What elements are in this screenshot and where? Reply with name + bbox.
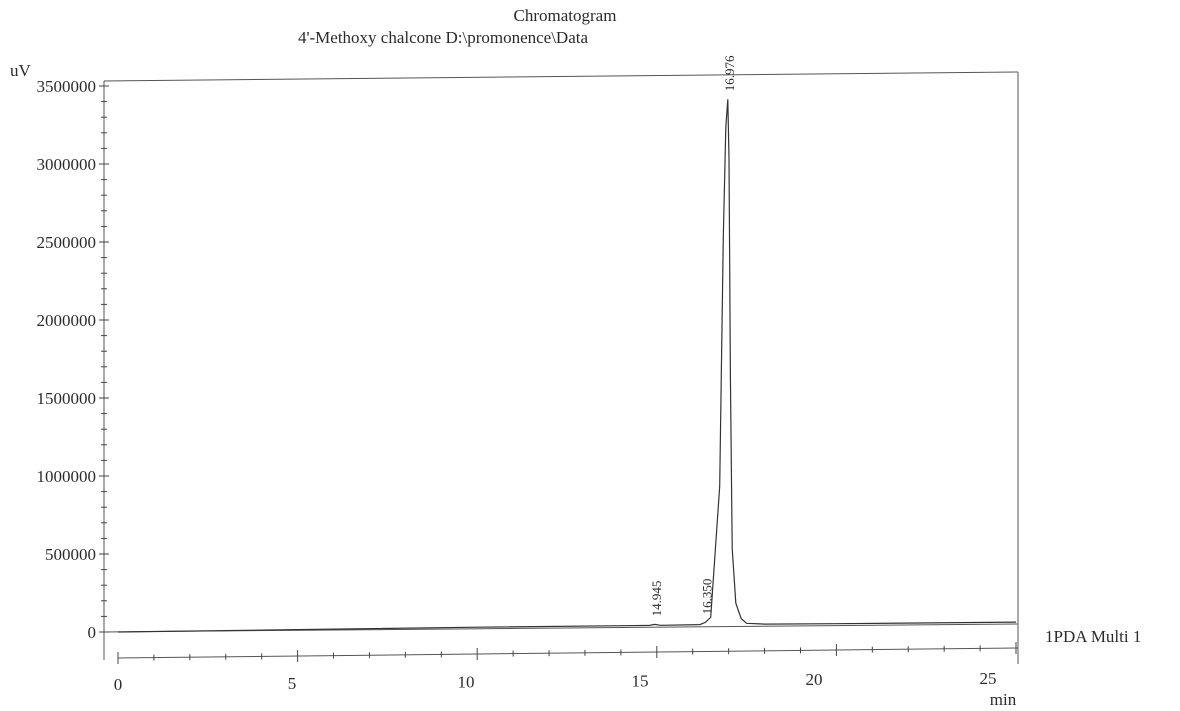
y-tick-label: 0 [88, 623, 97, 642]
series-layer [117, 99, 1017, 633]
y-axis-ticks: 0 500000 1000000 1500000 2000000 2500000 30000… [37, 77, 109, 642]
y-tick-label: 2500000 [37, 233, 97, 252]
peak-labels: 14.945 16.350 16.976 [649, 55, 737, 616]
x-axis-label: min [990, 690, 1017, 709]
y-axis-label: uV [10, 61, 32, 80]
legend: 1PDA Multi 1 [1045, 627, 1141, 646]
x-tick-label: 25 [980, 669, 997, 688]
series-trace [117, 99, 1017, 633]
y-tick-label: 1000000 [37, 467, 97, 486]
x-tick-label: 15 [632, 671, 649, 690]
y-tick-label: 1500000 [37, 389, 97, 408]
y-tick-label: 3000000 [37, 155, 97, 174]
chart-subtitle: 4'-Methoxy chalcone D:\promonence\Data [298, 28, 589, 47]
x-tick-label: 0 [114, 675, 123, 694]
peak-label: 16.350 [699, 579, 714, 615]
peak-label: 14.945 [649, 581, 664, 617]
y-tick-label: 3500000 [37, 77, 97, 96]
peak-label: 16.976 [722, 55, 737, 91]
y-tick-label: 2000000 [37, 311, 97, 330]
x-tick-label: 5 [288, 674, 297, 693]
plot-frame-bottom [117, 647, 1019, 659]
y-tick-label: 500000 [45, 545, 96, 564]
plot-frame-top [103, 71, 1019, 82]
series-legend-label: 1PDA Multi 1 [1045, 627, 1141, 646]
x-tick-label: 10 [458, 673, 475, 692]
x-axis-ticks: 0 5 10 15 20 25 [114, 642, 1017, 694]
chart-title: Chromatogram [514, 6, 617, 25]
x-tick-label: 20 [806, 670, 823, 689]
